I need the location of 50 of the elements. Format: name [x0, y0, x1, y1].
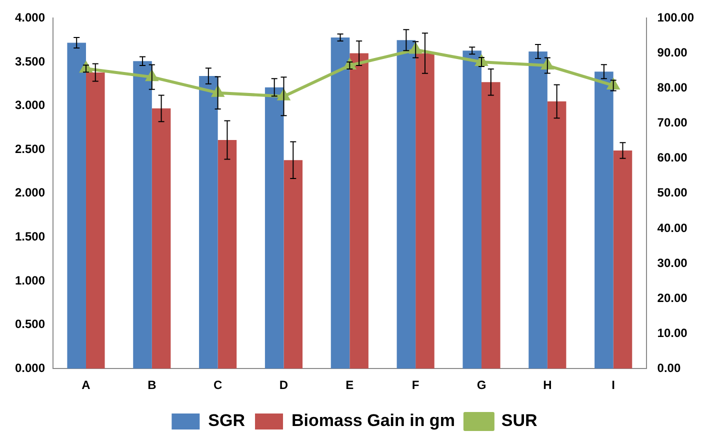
bar — [482, 82, 500, 369]
y-tick-label: 1.500 — [15, 230, 46, 244]
y2-tick-label: 30.00 — [657, 256, 688, 270]
y2-tick-label: 0.00 — [657, 360, 681, 375]
y2-tick-label: 70.00 — [657, 116, 688, 130]
y2-tick-label: 40.00 — [657, 220, 688, 235]
bar — [547, 101, 566, 369]
bar — [396, 40, 416, 369]
bar — [86, 72, 105, 369]
x-tick-label: G — [476, 378, 486, 392]
bar — [462, 50, 482, 369]
bar — [133, 61, 152, 369]
x-tick-label: E — [346, 378, 354, 392]
x-tick-label: F — [412, 378, 420, 392]
y-tick-label: 0.500 — [15, 317, 46, 332]
legend-label: SGR — [208, 411, 246, 430]
y-tick-label: 4.000 — [15, 10, 46, 25]
bar — [350, 53, 368, 369]
bar — [199, 76, 218, 369]
bar — [613, 150, 632, 369]
bar — [67, 42, 86, 369]
y2-tick-label: 80.00 — [657, 80, 688, 95]
bar — [594, 72, 614, 369]
x-tick-label: C — [213, 378, 222, 392]
y-tick-label: 1.000 — [15, 273, 46, 288]
y2-tick-label: 60.00 — [657, 150, 688, 165]
x-tick-label: D — [279, 378, 288, 392]
bar — [218, 140, 237, 369]
x-tick-label: H — [543, 378, 552, 392]
y-tick-label: 2.500 — [15, 142, 46, 156]
bar — [416, 53, 434, 369]
bar — [264, 87, 284, 369]
bar — [152, 108, 171, 369]
legend-label: SUR — [501, 411, 538, 430]
y2-tick-label: 100.00 — [657, 10, 694, 25]
y-tick-label: 3.500 — [15, 54, 46, 68]
x-tick-label: B — [148, 378, 157, 392]
y-tick-label: 2.000 — [15, 186, 46, 200]
y-tick-label: 0.000 — [15, 360, 46, 375]
y2-tick-label: 20.00 — [657, 290, 688, 305]
x-tick-label: A — [82, 378, 91, 392]
bar — [284, 160, 303, 369]
y2-tick-label: 50.00 — [657, 186, 688, 200]
bar — [528, 51, 548, 369]
y-tick-label: 3.000 — [15, 98, 46, 112]
y2-tick-label: 90.00 — [657, 46, 688, 60]
legend-label: Biomass Gain in gm — [292, 411, 455, 430]
x-tick-label: I — [612, 378, 616, 392]
y2-tick-label: 10.00 — [657, 326, 688, 340]
bar — [330, 37, 350, 369]
